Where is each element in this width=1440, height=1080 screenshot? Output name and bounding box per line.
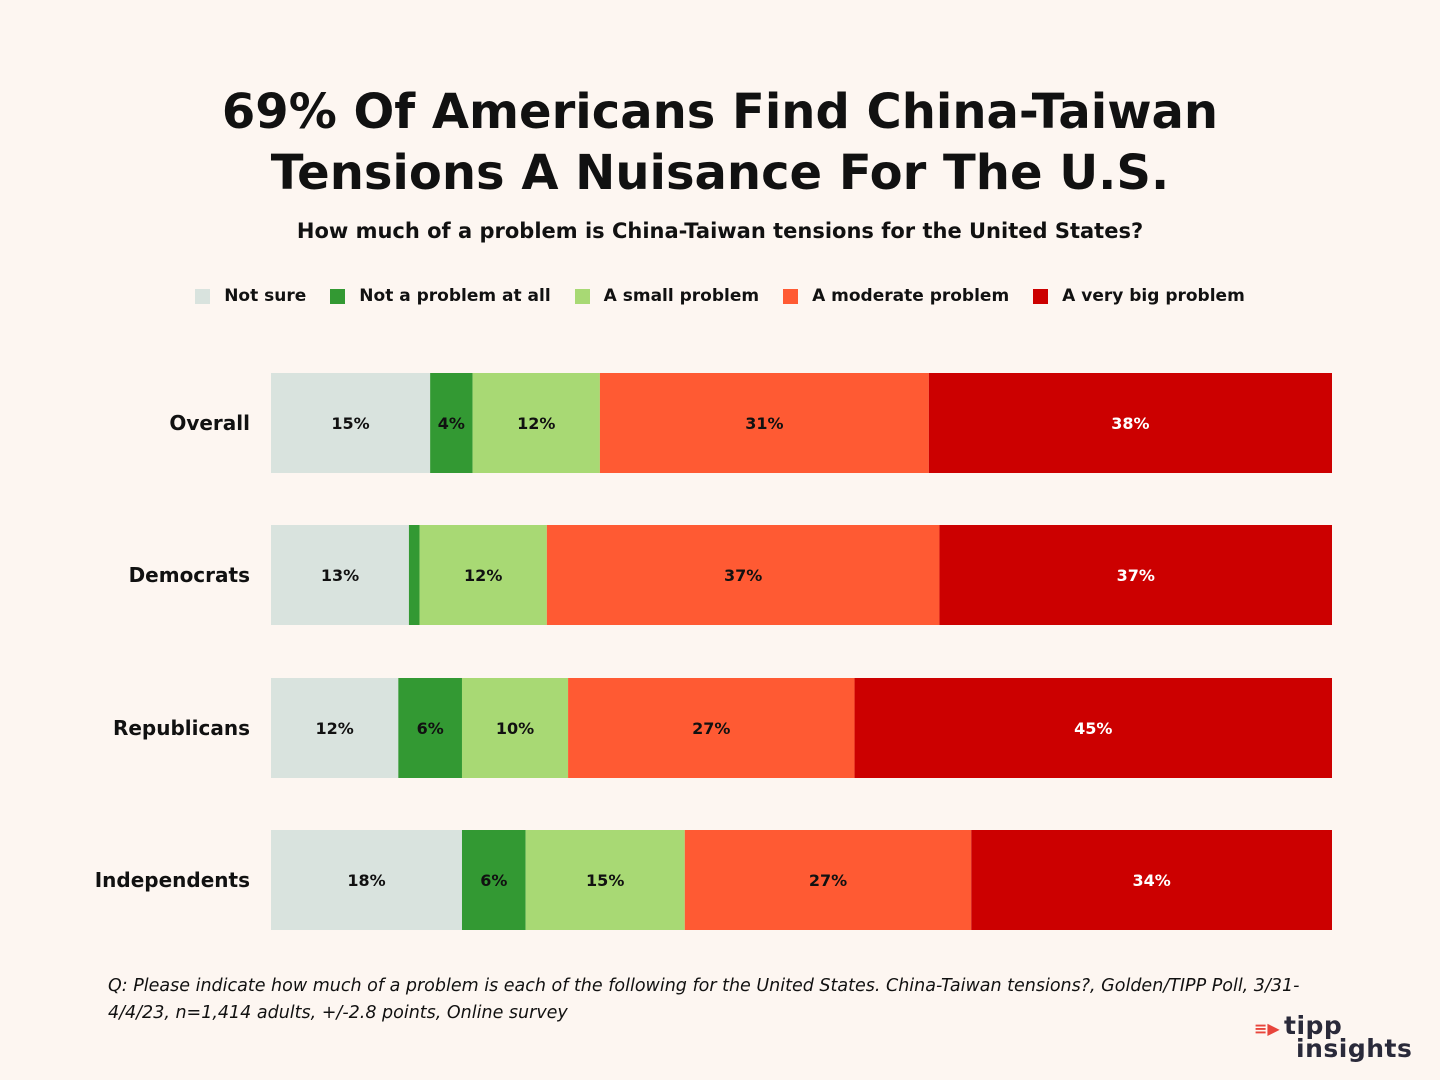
category-label: Overall [169, 411, 250, 435]
bar-segment [398, 678, 462, 778]
stacked-bar-chart: Overall 15% 4% 12% 31% 38% Democrats 13% 12% 37% 3… [95, 373, 1332, 930]
footnote: Q: Please indicate how much of a problem… [108, 976, 1300, 1023]
data-label: 6% [480, 871, 507, 890]
category-label: Democrats [129, 563, 250, 587]
bar-segment [568, 678, 855, 778]
legend-item: A moderate problem [783, 286, 1009, 306]
data-label: 12% [517, 414, 555, 433]
legend-swatch [330, 288, 346, 304]
data-label: 15% [331, 414, 369, 433]
legend-item: A very big problem [1033, 286, 1245, 306]
category-label: Independents [95, 868, 250, 892]
data-label: 15% [586, 871, 624, 890]
data-label: 38% [1111, 414, 1149, 433]
data-label: 4% [438, 414, 465, 433]
data-label: 10% [496, 719, 534, 738]
legend-swatch [195, 288, 211, 304]
bar-segment [684, 830, 972, 930]
bar-segment [430, 373, 473, 473]
category-label: Republicans [113, 716, 250, 740]
bar-segment [271, 830, 462, 930]
data-label: 6% [417, 719, 444, 738]
chart-subtitle: How much of a problem is China-Taiwan te… [296, 219, 1144, 243]
tipp-insights-logo: ≡▶ tipp insights [1254, 1011, 1414, 1067]
bar-segment [472, 373, 600, 473]
bar-segment [271, 373, 431, 473]
legend-item: Not sure [195, 286, 306, 306]
legend-label: A moderate problem [812, 286, 1010, 306]
bar-segment [971, 830, 1332, 930]
logo-text-tipp: tipp [1284, 1011, 1343, 1040]
data-label: 27% [692, 719, 730, 738]
legend-label: A very big problem [1062, 286, 1245, 306]
legend-label: A small problem [603, 286, 760, 306]
bar-segment [854, 678, 1332, 778]
logo-mark-icon: ≡▶ [1254, 1019, 1280, 1038]
data-label: 45% [1074, 719, 1112, 738]
bar-segment [939, 525, 1332, 625]
legend-swatch [574, 288, 590, 304]
legend: Not sure Not a problem at all A small prob… [0, 286, 1440, 306]
legend-item: A small problem [574, 286, 760, 306]
bar-segment [525, 830, 685, 930]
data-label: 13% [321, 566, 359, 585]
data-label: 37% [1117, 566, 1155, 585]
legend-item: Not a problem at all [330, 286, 551, 306]
legend-swatch [1033, 288, 1049, 304]
logo-text-insights: insights [1296, 1034, 1413, 1063]
data-label: 31% [745, 414, 783, 433]
data-label: 34% [1132, 871, 1170, 890]
bar-segment [928, 373, 1332, 473]
data-label: 27% [809, 871, 847, 890]
bar-segment [461, 678, 569, 778]
bar-segment [408, 525, 420, 625]
legend-swatch [783, 288, 799, 304]
bar-segment [546, 525, 940, 625]
bar-segment [599, 373, 929, 473]
data-label: 37% [724, 566, 762, 585]
data-label: 12% [316, 719, 354, 738]
legend-label: Not sure [224, 286, 307, 306]
legend-label: Not a problem at all [359, 286, 551, 306]
bar-segment [271, 525, 409, 625]
bar-segment [419, 525, 547, 625]
chart-title: 69% Of Americans Find China-Taiwan Tensi… [221, 84, 1219, 201]
bar-segment [271, 678, 399, 778]
data-label: 12% [464, 566, 502, 585]
data-label: 18% [347, 871, 385, 890]
bar-segment [461, 830, 526, 930]
